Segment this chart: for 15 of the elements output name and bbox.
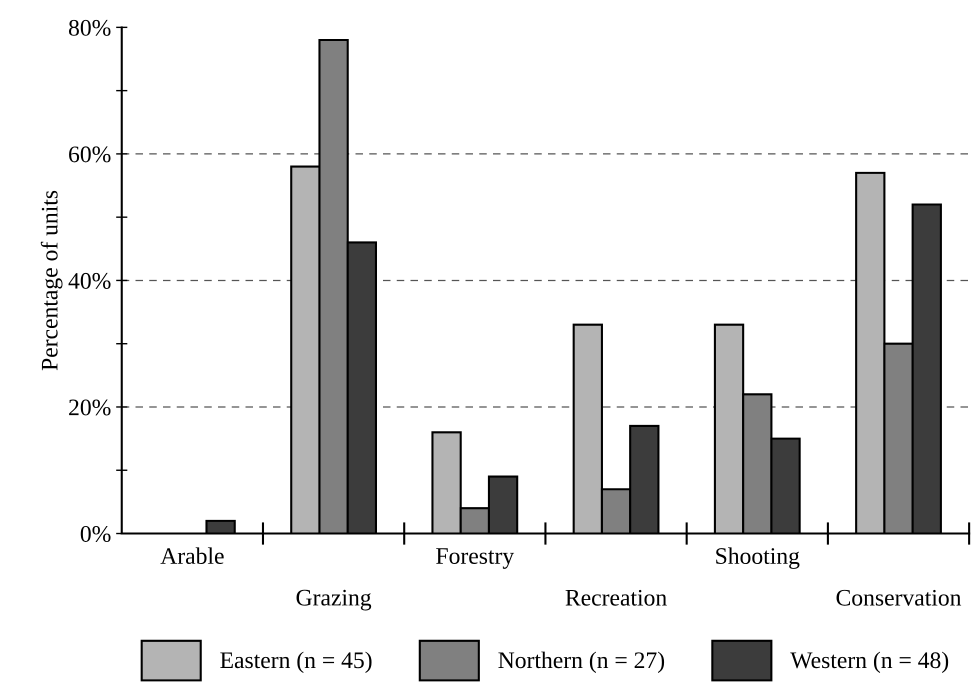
x-tick-label: Forestry (436, 548, 514, 569)
legend-label: Northern (n = 27) (498, 652, 664, 673)
legend-label: Eastern (n = 45) (220, 652, 372, 673)
x-tick-label: Recreation (566, 590, 667, 606)
y-tick-label: 60% (69, 146, 111, 162)
x-tick-label: Arable (160, 547, 224, 564)
y-tick-label: 20% (69, 399, 111, 416)
x-tick-label: Grazing (296, 590, 372, 610)
y-axis-title: Percentage of units (40, 190, 62, 370)
legend-label: Western (n = 48) (790, 652, 948, 673)
x-tick-label: Shooting (716, 547, 800, 569)
x-tick-label: Conservation (836, 590, 962, 606)
y-tick-label: 0% (80, 526, 111, 542)
y-tick-label: 80% (68, 20, 111, 36)
y-tick-label: 40% (68, 272, 111, 289)
